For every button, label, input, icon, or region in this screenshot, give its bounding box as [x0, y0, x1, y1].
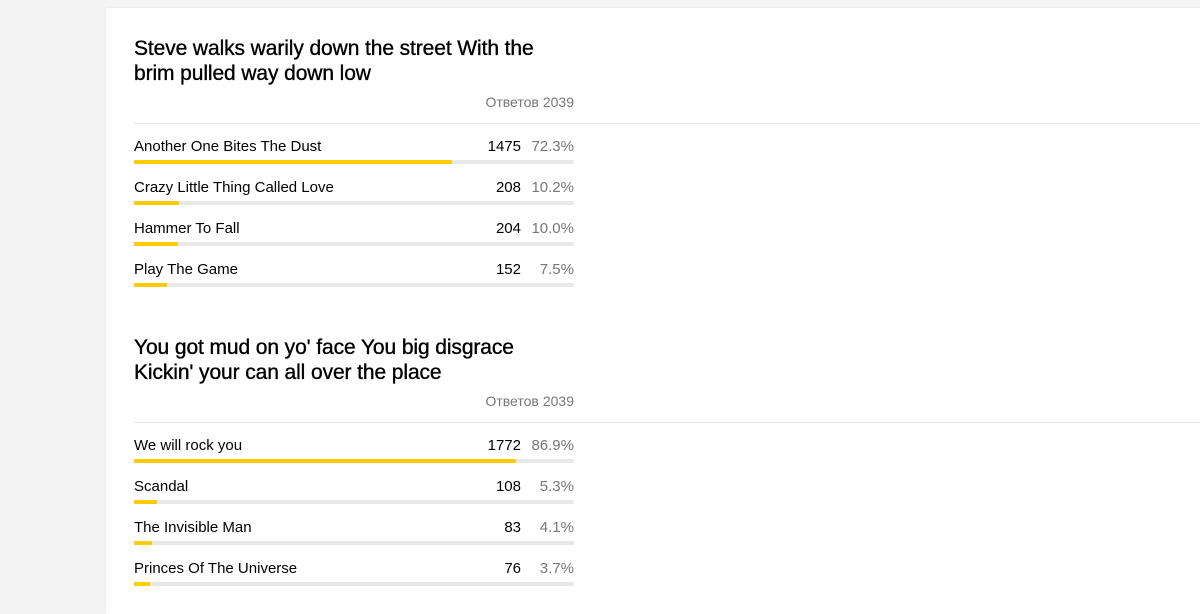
result-bar-track — [134, 160, 574, 164]
option-percent: 7.5% — [539, 261, 574, 278]
option-label: We will rock you — [134, 437, 243, 454]
option-percent: 5.3% — [539, 478, 574, 495]
poll-option: Another One Bites The Dust 1475 72.3% — [134, 136, 574, 177]
poll-option: We will rock you 1772 86.9% — [134, 435, 574, 476]
option-count: 152 — [495, 261, 521, 278]
response-total-label: Ответов — [485, 94, 539, 110]
poll-results-card: Steve walks warily down the street With … — [106, 8, 1200, 614]
result-bar-fill — [134, 459, 517, 463]
option-percent: 3.7% — [539, 560, 574, 577]
result-bar-fill — [134, 201, 179, 205]
result-bar-track — [134, 459, 574, 463]
result-bar-track — [134, 500, 574, 504]
option-label: Hammer To Fall — [134, 220, 240, 237]
option-count: 76 — [504, 560, 521, 577]
result-bar-fill — [134, 500, 158, 504]
option-count: 83 — [504, 519, 521, 536]
option-count: 1475 — [487, 138, 521, 155]
poll-option: Scandal 108 5.3% — [134, 476, 574, 517]
result-bar-track — [134, 582, 574, 586]
result-bar-fill — [134, 160, 453, 164]
option-label: Play The Game — [134, 261, 238, 278]
response-total-value: 2039 — [542, 393, 574, 409]
result-bar-fill — [134, 242, 178, 246]
poll-option: The Invisible Man 83 4.1% — [134, 517, 574, 558]
option-count: 1772 — [487, 437, 521, 454]
result-bar-track — [134, 283, 574, 287]
poll-2: You got mud on yo' face You big disgrace… — [134, 335, 1200, 599]
poll-1: Steve walks warily down the street With … — [134, 36, 1200, 300]
option-percent: 10.0% — [531, 220, 574, 237]
poll-options: Another One Bites The Dust 1475 72.3% Cr… — [134, 136, 1200, 300]
option-label: Princes Of The Universe — [134, 560, 298, 577]
response-total: Ответов 2039 — [134, 391, 574, 411]
option-count: 208 — [495, 179, 521, 196]
option-label: The Invisible Man — [134, 519, 252, 536]
result-bar-fill — [134, 283, 167, 287]
divider — [134, 422, 1200, 423]
option-count: 204 — [495, 220, 521, 237]
option-percent: 4.1% — [539, 519, 574, 536]
poll-option: Princes Of The Universe 76 3.7% — [134, 558, 574, 599]
option-label: Another One Bites The Dust — [134, 138, 322, 155]
response-total: Ответов 2039 — [134, 92, 574, 112]
poll-option: Crazy Little Thing Called Love 208 10.2% — [134, 177, 574, 218]
option-percent: 86.9% — [531, 437, 574, 454]
option-count: 108 — [495, 478, 521, 495]
response-total-value: 2039 — [542, 94, 574, 110]
option-label: Scandal — [134, 478, 189, 495]
poll-options: We will rock you 1772 86.9% Scandal 108 … — [134, 435, 1200, 599]
poll-question: Steve walks warily down the street With … — [134, 37, 534, 85]
poll-option: Hammer To Fall 204 10.0% — [134, 218, 574, 259]
result-bar-track — [134, 242, 574, 246]
poll-question: You got mud on yo' face You big disgrace… — [134, 336, 514, 384]
option-percent: 72.3% — [531, 138, 574, 155]
option-percent: 10.2% — [531, 179, 574, 196]
response-total-label: Ответов — [485, 393, 539, 409]
result-bar-fill — [134, 582, 151, 586]
divider — [134, 123, 1200, 124]
option-label: Crazy Little Thing Called Love — [134, 179, 334, 196]
result-bar-track — [134, 201, 574, 205]
result-bar-fill — [134, 541, 153, 545]
result-bar-track — [134, 541, 574, 545]
poll-option: Play The Game 152 7.5% — [134, 259, 574, 300]
